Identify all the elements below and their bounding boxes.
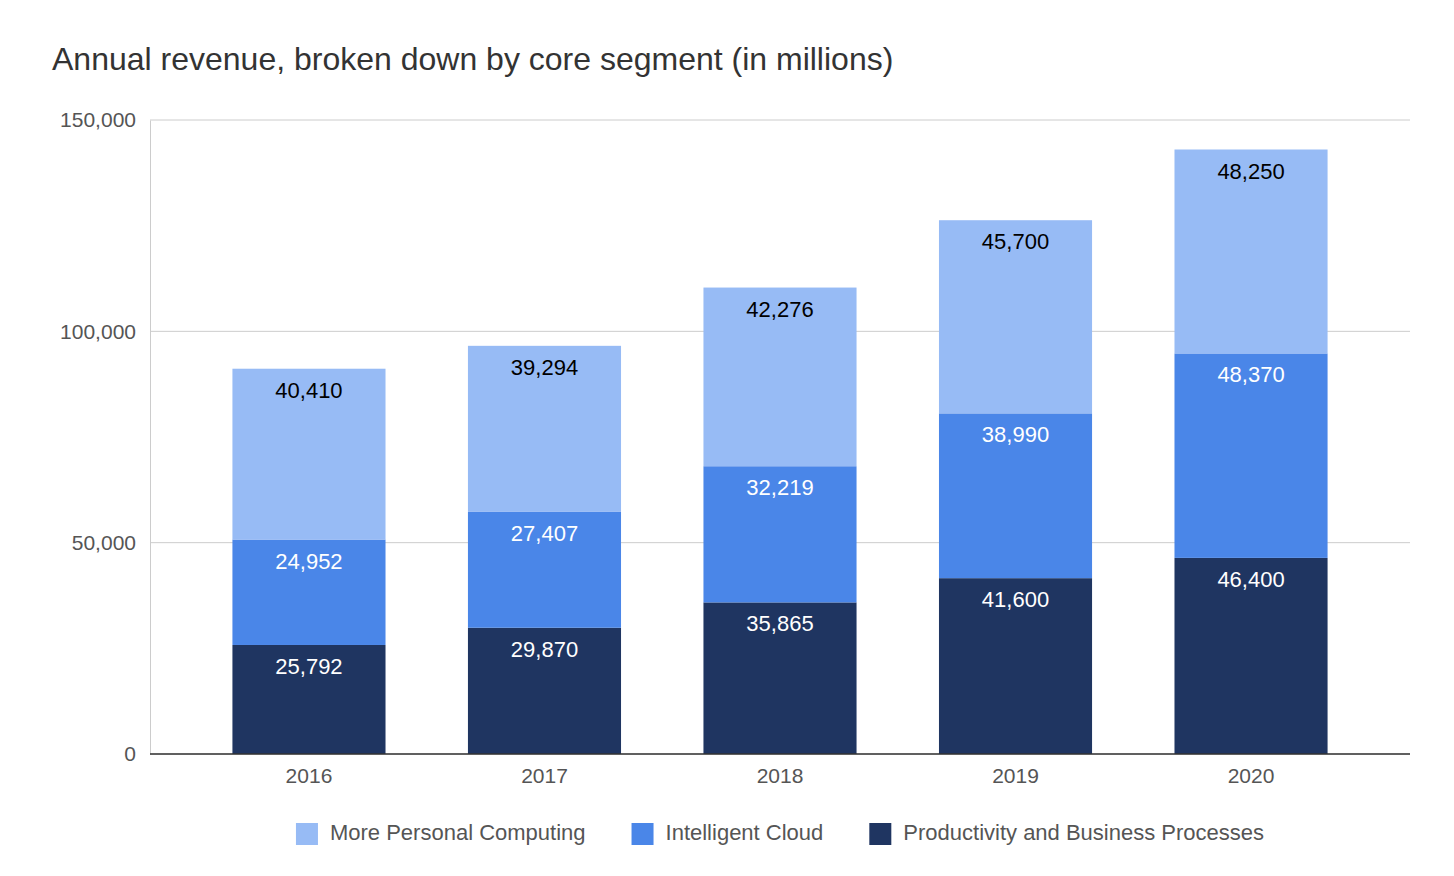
x-tick: 2017 [521,754,568,787]
legend-swatch [632,823,654,845]
legend-label: More Personal Computing [330,820,586,845]
bar [703,602,856,754]
x-tick-label: 2016 [286,764,333,787]
x-tick: 2016 [286,754,333,787]
data-label: 25,792 [275,654,342,679]
y-tick-label: 0 [124,742,136,765]
grid-line [150,754,1410,755]
bar [703,288,856,467]
x-axis-line [150,753,1410,755]
data-label: 46,400 [1217,567,1284,592]
data-label: 35,865 [746,611,813,636]
y-tick: 0 [124,742,150,765]
bar [939,413,1092,578]
data-label: 45,700 [982,229,1049,254]
x-tick: 2018 [757,754,804,787]
bar [468,346,621,512]
data-label: 40,410 [275,378,342,403]
bar [1174,150,1327,354]
bar [468,512,621,628]
bar [1174,558,1327,754]
data-label: 29,870 [511,637,578,662]
y-tick-label: 150,000 [60,108,136,131]
legend-swatch [296,823,318,845]
bar [1174,353,1327,557]
legend-item: Intelligent Cloud [632,820,824,845]
x-tick: 2019 [992,754,1039,787]
y-axis-line [150,121,151,755]
legend-item: More Personal Computing [296,820,586,845]
data-label: 48,250 [1217,159,1284,184]
y-tick: 150,000 [60,108,150,131]
chart: Annual revenue, broken down by core segm… [0,0,1454,876]
legend: More Personal Computing Intelligent Cloud… [296,820,1264,845]
data-label: 42,276 [746,297,813,322]
title: Annual revenue, broken down by core segm… [52,41,893,77]
bar [468,628,621,754]
grid [150,120,1410,754]
x-tick-label: 2018 [757,764,804,787]
bar [232,369,385,540]
data-label: 48,370 [1217,362,1284,387]
x-tick-label: 2020 [1228,764,1275,787]
legend-label: Productivity and Business Processes [903,820,1264,845]
bars [232,150,1327,754]
bar [939,578,1092,754]
legend-item: Productivity and Business Processes [869,820,1264,845]
x-tick-label: 2017 [521,764,568,787]
data-label: 32,219 [746,475,813,500]
y-axis: 0 50,000 100,000 150,000 [60,108,150,765]
data-label: 27,407 [511,521,578,546]
data-label: 24,952 [275,549,342,574]
y-tick-label: 50,000 [72,531,136,554]
y-tick: 100,000 [60,320,150,343]
bar [939,220,1092,413]
y-tick-label: 100,000 [60,320,136,343]
data-labels: 25,792 24,952 40,410 29,870 27,407 39,294 35,8… [275,159,1284,679]
data-label: 39,294 [511,355,578,380]
legend-label: Intelligent Cloud [666,820,824,845]
y-tick: 50,000 [72,531,150,554]
bar [232,645,385,754]
grid-line [150,120,1410,121]
bar [232,540,385,645]
legend-swatch [869,823,891,845]
data-label: 38,990 [982,422,1049,447]
x-tick-label: 2019 [992,764,1039,787]
bar [703,466,856,602]
x-axis: 2016 2017 2018 2019 2020 [150,754,1410,787]
data-label: 41,600 [982,587,1049,612]
x-tick: 2020 [1228,754,1275,787]
